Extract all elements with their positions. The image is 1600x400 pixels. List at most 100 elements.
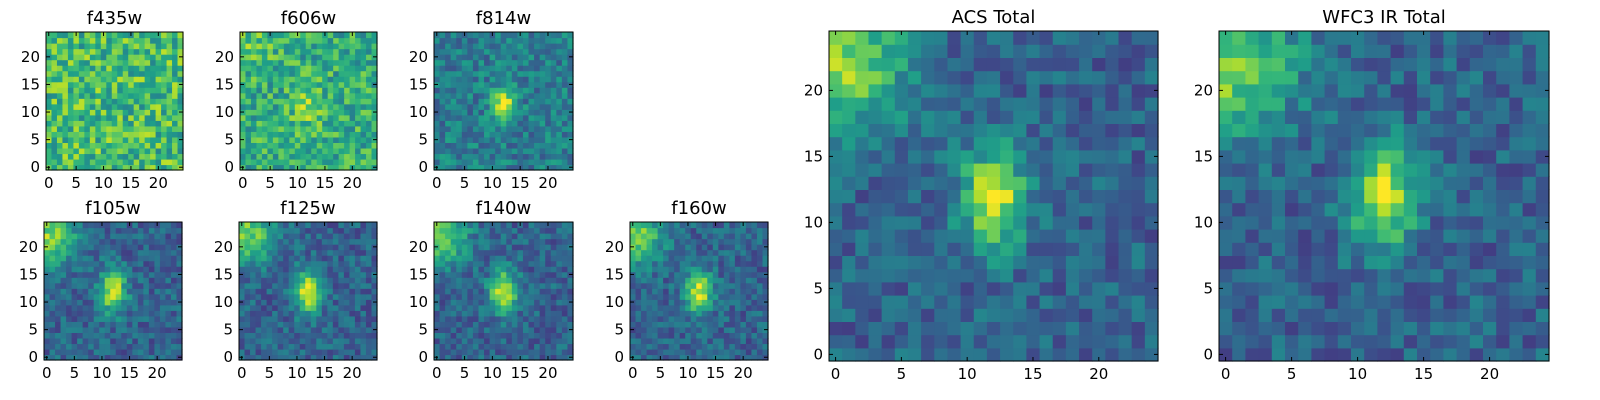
- heatmap-cell: [734, 266, 741, 273]
- heatmap-cell: [489, 103, 496, 110]
- heatmap-cell: [960, 281, 975, 296]
- y-tick-label: 5: [224, 131, 234, 149]
- heatmap-cell: [67, 158, 74, 166]
- heatmap-cell: [456, 277, 463, 284]
- heatmap-cell: [707, 343, 714, 350]
- heatmap-cell: [250, 249, 257, 256]
- heatmap-cell: [132, 227, 139, 234]
- heatmap-cell: [73, 131, 80, 138]
- x-tick-label: 0: [238, 174, 248, 192]
- heatmap-cell: [115, 288, 122, 295]
- heatmap-cell: [277, 222, 284, 229]
- heatmap-cell: [506, 233, 513, 240]
- heatmap-cell: [500, 343, 507, 350]
- heatmap-cell: [1052, 215, 1067, 230]
- heatmap-cell: [82, 238, 89, 245]
- heatmap-cell: [740, 343, 747, 350]
- heatmap-cell: [495, 288, 502, 295]
- heatmap-cell: [354, 321, 362, 328]
- heatmap-cell: [456, 244, 463, 251]
- heatmap-cell: [522, 147, 530, 155]
- heatmap-cell: [250, 109, 258, 116]
- heatmap-cell: [139, 98, 146, 105]
- heatmap-cell: [556, 277, 563, 284]
- heatmap-cell: [456, 131, 463, 138]
- heatmap-cell: [461, 249, 468, 256]
- heatmap-cell: [756, 293, 764, 300]
- heatmap-cell: [467, 87, 474, 94]
- heatmap-cells: [630, 222, 769, 361]
- heatmap-cell: [528, 114, 535, 121]
- heatmap-cell: [256, 65, 263, 72]
- heatmap-cell: [842, 308, 856, 322]
- heatmap-cell: [170, 337, 178, 345]
- y-tick-label: 5: [30, 131, 40, 149]
- heatmap-cell: [95, 65, 102, 72]
- heatmap-cell: [461, 277, 468, 284]
- heatmap-cell: [126, 288, 133, 295]
- heatmap-cell: [344, 158, 351, 166]
- heatmap-cell: [556, 81, 563, 88]
- heatmap-cell: [663, 266, 670, 273]
- heatmap-cell: [456, 43, 463, 50]
- heatmap-cell: [707, 227, 714, 234]
- heatmap-cell: [712, 321, 719, 328]
- heatmap-cell: [150, 54, 157, 61]
- heatmap-cell: [62, 153, 69, 160]
- heatmap-cell: [495, 87, 502, 94]
- heatmap-cell: [868, 334, 883, 349]
- heatmap-cell: [556, 98, 563, 105]
- heatmap-cell: [144, 125, 151, 132]
- heatmap-cell: [305, 233, 312, 240]
- heatmap-cell: [289, 109, 296, 116]
- heatmap-cell: [539, 238, 546, 245]
- heatmap-cell: [267, 109, 274, 116]
- heatmap-cell: [155, 120, 162, 127]
- heatmap-cell: [740, 255, 747, 262]
- heatmap-cell: [712, 293, 719, 300]
- heatmap-cell: [762, 321, 769, 328]
- heatmap-cell: [305, 249, 312, 256]
- heatmap-cell: [484, 222, 491, 229]
- heatmap-cell: [829, 149, 843, 164]
- heatmap-cell: [300, 70, 307, 77]
- heatmap-cell: [316, 288, 323, 295]
- heatmap-cell: [360, 65, 367, 72]
- heatmap-cell: [250, 310, 257, 317]
- heatmap-cell: [534, 255, 541, 262]
- heatmap-cell: [934, 229, 949, 243]
- heatmap-cell: [71, 343, 78, 350]
- heatmap-cell: [450, 255, 457, 262]
- heatmap-cell: [78, 142, 85, 149]
- heatmap-cell: [478, 153, 485, 160]
- heatmap-cell: [745, 321, 753, 328]
- heatmap-cell: [311, 37, 318, 44]
- heatmap-cell: [522, 222, 530, 229]
- heatmap-cell: [934, 334, 949, 349]
- heatmap-cell: [150, 65, 157, 72]
- heatmap-cell: [99, 310, 106, 317]
- heatmap-cell: [117, 147, 124, 155]
- heatmap-cell: [545, 277, 552, 284]
- heatmap-cell: [321, 326, 328, 333]
- heatmap-cell: [161, 70, 168, 77]
- heatmap-cell: [343, 304, 350, 311]
- heatmap-cell: [522, 271, 530, 278]
- heatmap-cell: [445, 81, 452, 88]
- heatmap-cell: [472, 337, 480, 345]
- heatmap-cell: [745, 332, 753, 339]
- heatmap-cell: [934, 163, 949, 177]
- heatmap-cell: [244, 282, 251, 289]
- heatmap-cell: [679, 260, 686, 267]
- heatmap-cell: [907, 308, 922, 322]
- heatmap-cell: [143, 238, 150, 245]
- heatmap-cell: [439, 98, 446, 105]
- heatmap-cell: [106, 131, 113, 138]
- heatmap-cell: [110, 266, 117, 273]
- heatmap-cell: [528, 277, 535, 284]
- heatmap-cell: [310, 332, 317, 339]
- heatmap-cell: [439, 326, 446, 333]
- heatmap-cell: [89, 70, 96, 77]
- heatmap-cell: [99, 315, 106, 322]
- heatmap-cell: [73, 158, 80, 166]
